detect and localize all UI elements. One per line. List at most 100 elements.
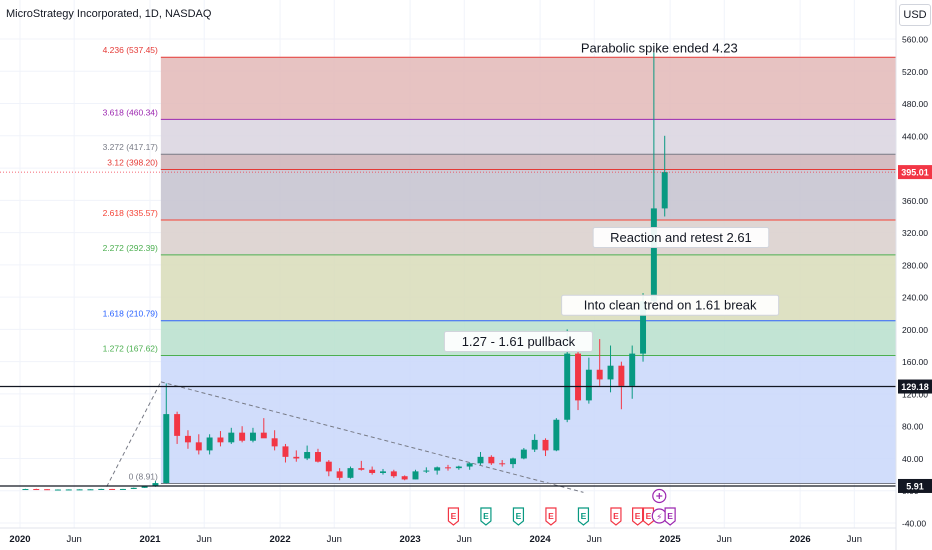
candle-body (477, 456, 484, 464)
annotation[interactable]: 1.27 - 1.61 pullback (443, 331, 593, 352)
candle-body (174, 414, 181, 436)
candle-body (434, 467, 441, 471)
annotations[interactable]: Parabolic spike ended 4.23 Reaction and r… (443, 40, 780, 352)
candle-body (661, 172, 668, 209)
earnings-label: E (516, 511, 522, 521)
fib-labels: 4.236 (537.45) 3.618 (460.34) 3.272 (417.1… (103, 45, 158, 481)
candle-body (130, 487, 137, 489)
candle-body (520, 449, 527, 459)
x-tick-label: Jun (327, 534, 342, 545)
annotation-text: Reaction and retest 2.61 (610, 230, 752, 245)
candle-body (184, 435, 191, 443)
earnings-marker[interactable]: E (642, 507, 655, 526)
fib-level-label: 1.272 (167.62) (103, 344, 158, 354)
fib-zone (160, 57, 896, 120)
candle-body (629, 353, 636, 386)
annotation[interactable]: Parabolic spike ended 4.23 (581, 40, 738, 55)
fib-level-label: 3.12 (398.20) (107, 158, 158, 168)
fib-level-label: 4.236 (537.45) (103, 45, 158, 55)
annotation-box (561, 294, 780, 316)
x-tick-label: 2025 (660, 534, 682, 545)
trendline[interactable] (106, 381, 162, 487)
earnings-marker[interactable]: E (545, 507, 557, 526)
candle-body (596, 369, 603, 380)
price-marker (898, 478, 932, 493)
candle-body (358, 468, 365, 470)
earnings-icon (447, 507, 460, 526)
candle-body (542, 439, 549, 451)
fib-level-label: 3.272 (417.17) (103, 142, 158, 152)
candle-body (119, 488, 126, 490)
candle-body (607, 365, 614, 380)
candle-body (650, 208, 657, 302)
fib-level-label: 3.618 (460.34) (103, 107, 158, 117)
trendlines[interactable] (106, 381, 584, 493)
earnings-icon (480, 507, 492, 526)
earnings-label: E (635, 511, 641, 521)
candle-body (98, 488, 105, 490)
currency-button[interactable]: USD (899, 4, 931, 26)
fib-zone (160, 169, 896, 221)
earnings-marker[interactable]: E (664, 507, 676, 526)
earnings-marker[interactable]: E (632, 507, 644, 526)
x-tick-label: Jun (587, 534, 602, 545)
price-marker (898, 165, 932, 180)
price-marker (898, 379, 932, 394)
earnings-label: E (581, 511, 587, 521)
candle-body (390, 471, 397, 477)
earnings-marker[interactable]: E (447, 507, 460, 526)
candle-body (249, 432, 256, 441)
candle-body (336, 471, 343, 478)
candle-body (109, 488, 116, 490)
earnings-icon (664, 507, 676, 526)
x-tick-label: 2021 (139, 534, 161, 545)
candle-body (54, 489, 61, 491)
x-axis[interactable]: 2020 Jun 2021 Jun 2022 Jun 2023 Jun 2024 Jun 2025 J… (9, 534, 862, 545)
candle-body (33, 489, 40, 491)
candle-body (206, 437, 213, 451)
candle-body (423, 470, 430, 472)
candle-body (228, 432, 235, 443)
x-tick-label: 2023 (400, 534, 421, 545)
trendline[interactable] (160, 381, 584, 493)
candle-body (141, 485, 148, 488)
fib-zone (160, 119, 896, 155)
candle-body (455, 466, 462, 469)
y-tick-label: 40.00 (902, 454, 924, 464)
x-tick-label: Jun (717, 534, 732, 545)
annotation[interactable]: Reaction and retest 2.61 (592, 226, 770, 248)
earnings-marker[interactable]: E (480, 507, 492, 526)
split-label: ⚡ (656, 512, 662, 522)
earnings-icon (642, 507, 655, 526)
x-tick-label: 2022 (269, 534, 290, 545)
fib-fills (160, 57, 896, 484)
annotation[interactable]: Into clean trend on 1.61 break (561, 294, 780, 316)
earnings-marker[interactable]: E (512, 507, 525, 526)
candle-body (325, 461, 332, 472)
y-tick-label: 320.00 (902, 228, 928, 238)
y-axis-pane[interactable] (896, 0, 932, 515)
candle-body (22, 489, 29, 491)
earnings-marker[interactable]: E (577, 507, 590, 526)
x-tick-label: 2024 (530, 534, 552, 545)
earnings-label: E (451, 511, 457, 521)
price-marker-label: 5.91 (906, 481, 924, 491)
candle-body (44, 489, 51, 491)
fib-zone (160, 220, 896, 255)
split-marker[interactable]: ⚡ (651, 508, 667, 524)
candle-body (87, 489, 94, 491)
event-markers[interactable]: E E E E E E E E ⚡ E (447, 488, 676, 526)
earnings-marker[interactable]: E (610, 507, 622, 526)
candle-body (76, 489, 83, 491)
y-tick-label: 480.00 (902, 99, 928, 109)
candle-body (163, 414, 170, 484)
earnings-icon (545, 507, 557, 526)
horizontal-lines[interactable] (0, 171, 896, 487)
add-event-marker[interactable] (652, 488, 667, 504)
annotation-text: Parabolic spike ended 4.23 (581, 40, 738, 55)
candle-body (369, 469, 376, 473)
fib-level-label: 2.618 (335.57) (103, 208, 158, 218)
y-tick-label: -40.00 (902, 519, 926, 529)
x-tick-label: Jun (197, 534, 212, 545)
